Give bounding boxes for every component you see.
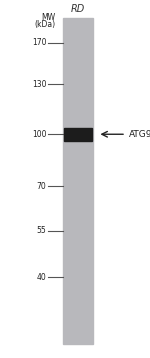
Text: 55: 55 — [37, 226, 46, 236]
Text: (kDa): (kDa) — [34, 20, 56, 29]
Text: 130: 130 — [32, 79, 46, 89]
Text: 100: 100 — [32, 130, 46, 139]
Text: MW: MW — [41, 13, 56, 21]
Text: ATG9A: ATG9A — [129, 130, 150, 139]
Bar — [64, 128, 92, 141]
Text: 40: 40 — [37, 273, 46, 282]
Text: 70: 70 — [37, 182, 46, 191]
Text: 170: 170 — [32, 38, 46, 48]
Bar — [63, 18, 93, 344]
Text: RD: RD — [71, 4, 85, 14]
